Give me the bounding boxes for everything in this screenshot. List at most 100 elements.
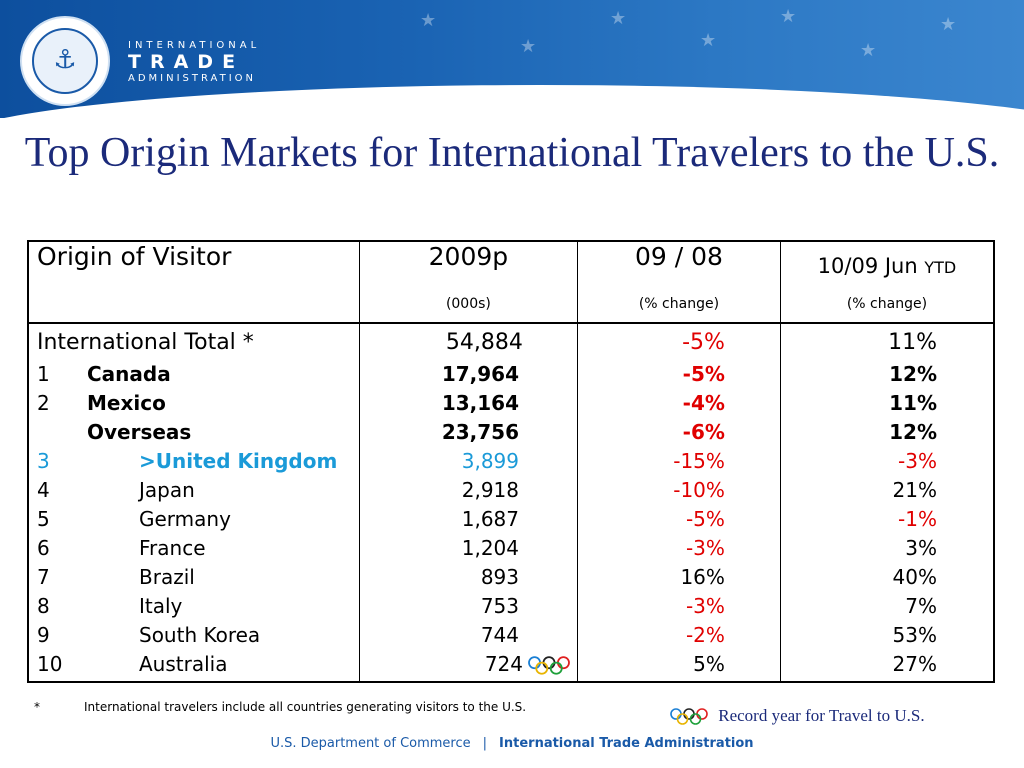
table-row: 9 South Korea 744 -2% 53% — [27, 623, 995, 652]
origin-cell: 4 Japan — [27, 478, 360, 507]
value-2009: 1,687 — [358, 507, 579, 536]
rank: 2 — [37, 391, 50, 415]
origin-cell: 10 Australia — [27, 652, 360, 682]
origin-cell: 7 Brazil — [27, 565, 360, 594]
header-ytd-main: 10/09 Jun — [817, 254, 918, 278]
value-2009-text: 753 — [480, 594, 519, 618]
value-2009: 2,918 — [358, 478, 579, 507]
change-ytd: 40% — [779, 565, 995, 594]
subheader-ytd: (% change) — [779, 296, 995, 324]
rank: 9 — [37, 623, 50, 647]
country-name: France — [139, 536, 206, 560]
total-label: International Total * — [27, 323, 360, 362]
value-2009: 724 — [358, 652, 579, 682]
value-2009: 23,756 — [358, 420, 579, 449]
change-ytd: -1% — [779, 507, 995, 536]
table-row: 7 Brazil 893 16% 40% — [27, 565, 995, 594]
table-row: 1 Canada 17,964 -5% 12% — [27, 362, 995, 391]
origin-cell: 5 Germany — [27, 507, 360, 536]
header-ytd-suffix: YTD — [924, 258, 957, 277]
subheader-0908: (% change) — [577, 296, 781, 324]
footnote-mark: * — [34, 700, 40, 714]
origin-cell: Overseas — [27, 420, 360, 449]
country-name: Japan — [139, 478, 195, 502]
origin-cell: 6 France — [27, 536, 360, 565]
footer: U.S. Department of Commerce | Internationa… — [0, 736, 1024, 751]
footer-separator: | — [482, 736, 488, 751]
travel-markets-table: Origin of Visitor 2009p 09 / 08 10/09 Ju… — [27, 240, 995, 683]
star-decoration-icon: ★ — [610, 8, 627, 29]
header-2009: 2009p — [358, 241, 579, 296]
change-ytd: 21% — [779, 478, 995, 507]
subheader-2009: (000s) — [358, 296, 579, 324]
origin-cell: 3 >United Kingdom — [27, 449, 360, 478]
change-0908: -3% — [577, 594, 781, 623]
star-decoration-icon: ★ — [940, 14, 957, 35]
change-0908: -5% — [577, 362, 781, 391]
value-2009: 13,164 — [358, 391, 579, 420]
value-2009-text: 1,204 — [461, 536, 519, 560]
rank: 6 — [37, 536, 50, 560]
table-row-total: International Total * 54,884 -5% 11% — [27, 323, 995, 362]
change-0908: -4% — [577, 391, 781, 420]
ita-logo-line2: TRADE — [128, 51, 245, 73]
value-2009-text: 1,687 — [461, 507, 519, 531]
change-0908: -3% — [577, 536, 781, 565]
change-0908: 16% — [577, 565, 781, 594]
value-2009: 744 — [358, 623, 579, 652]
table-row: 8 Italy 753 -3% 7% — [27, 594, 995, 623]
table-body: 1 Canada 17,964 -5% 12% 2 Mexico 13,164 -4% 11% Ov… — [27, 362, 995, 682]
origin-cell: 1 Canada — [27, 362, 360, 391]
change-ytd: 27% — [779, 652, 995, 682]
star-decoration-icon: ★ — [420, 10, 437, 31]
change-ytd: 11% — [779, 391, 995, 420]
table-row: 6 France 1,204 -3% 3% — [27, 536, 995, 565]
table-header-row: Origin of Visitor 2009p 09 / 08 10/09 Ju… — [27, 241, 995, 296]
table-row: 3 >United Kingdom 3,899 -15% -3% — [27, 449, 995, 478]
origin-cell: 2 Mexico — [27, 391, 360, 420]
legend: Record year for Travel to U.S. — [666, 706, 925, 726]
table-row: 4 Japan 2,918 -10% 21% — [27, 478, 995, 507]
footnote: * International travelers include all cou… — [34, 700, 526, 714]
star-decoration-icon: ★ — [520, 36, 537, 57]
change-ytd: 12% — [779, 420, 995, 449]
rank: 5 — [37, 507, 50, 531]
value-2009: 17,964 — [358, 362, 579, 391]
olympic-rings-icon — [528, 655, 570, 675]
table-subheader-row: (000s) (% change) (% change) — [27, 296, 995, 324]
table-row: 5 Germany 1,687 -5% -1% — [27, 507, 995, 536]
value-2009-text: 23,756 — [441, 420, 519, 444]
table-row: Overseas 23,756 -6% 12% — [27, 420, 995, 449]
rank: 3 — [37, 449, 50, 473]
rank: 4 — [37, 478, 50, 502]
country-name: Canada — [87, 362, 171, 386]
total-change: -5% — [577, 323, 781, 362]
value-2009-text: 2,918 — [461, 478, 519, 502]
value-2009: 1,204 — [358, 536, 579, 565]
footer-ita: International Trade Administration — [499, 736, 754, 751]
change-ytd: 12% — [779, 362, 995, 391]
origin-cell: 8 Italy — [27, 594, 360, 623]
rank: 7 — [37, 565, 50, 589]
total-ytd: 11% — [779, 323, 995, 362]
footnote-text: International travelers include all coun… — [84, 700, 527, 714]
value-2009-text: 744 — [480, 623, 519, 647]
rank: 1 — [37, 362, 50, 386]
department-of-commerce-seal-icon: ⚓ — [20, 16, 110, 106]
value-2009-text: 17,964 — [441, 362, 519, 386]
total-2009: 54,884 — [358, 323, 579, 362]
footer-department: U.S. Department of Commerce — [270, 736, 471, 751]
banner-curve — [0, 85, 1024, 118]
value-2009: 893 — [358, 565, 579, 594]
ita-logo-line1: INTERNATIONAL — [128, 40, 261, 51]
ita-logo: INTERNATIONAL TRADE ADMINISTRATION — [128, 40, 260, 84]
change-ytd: 3% — [779, 536, 995, 565]
value-2009-text: 13,164 — [441, 391, 519, 415]
value-2009-text: 724 — [484, 652, 523, 676]
header-0908: 09 / 08 — [577, 241, 781, 296]
country-name: Mexico — [87, 391, 166, 415]
change-0908: -5% — [577, 507, 781, 536]
country-name: Australia — [139, 652, 228, 676]
country-name: >United Kingdom — [139, 449, 338, 473]
value-2009-text: 3,899 — [461, 449, 519, 473]
